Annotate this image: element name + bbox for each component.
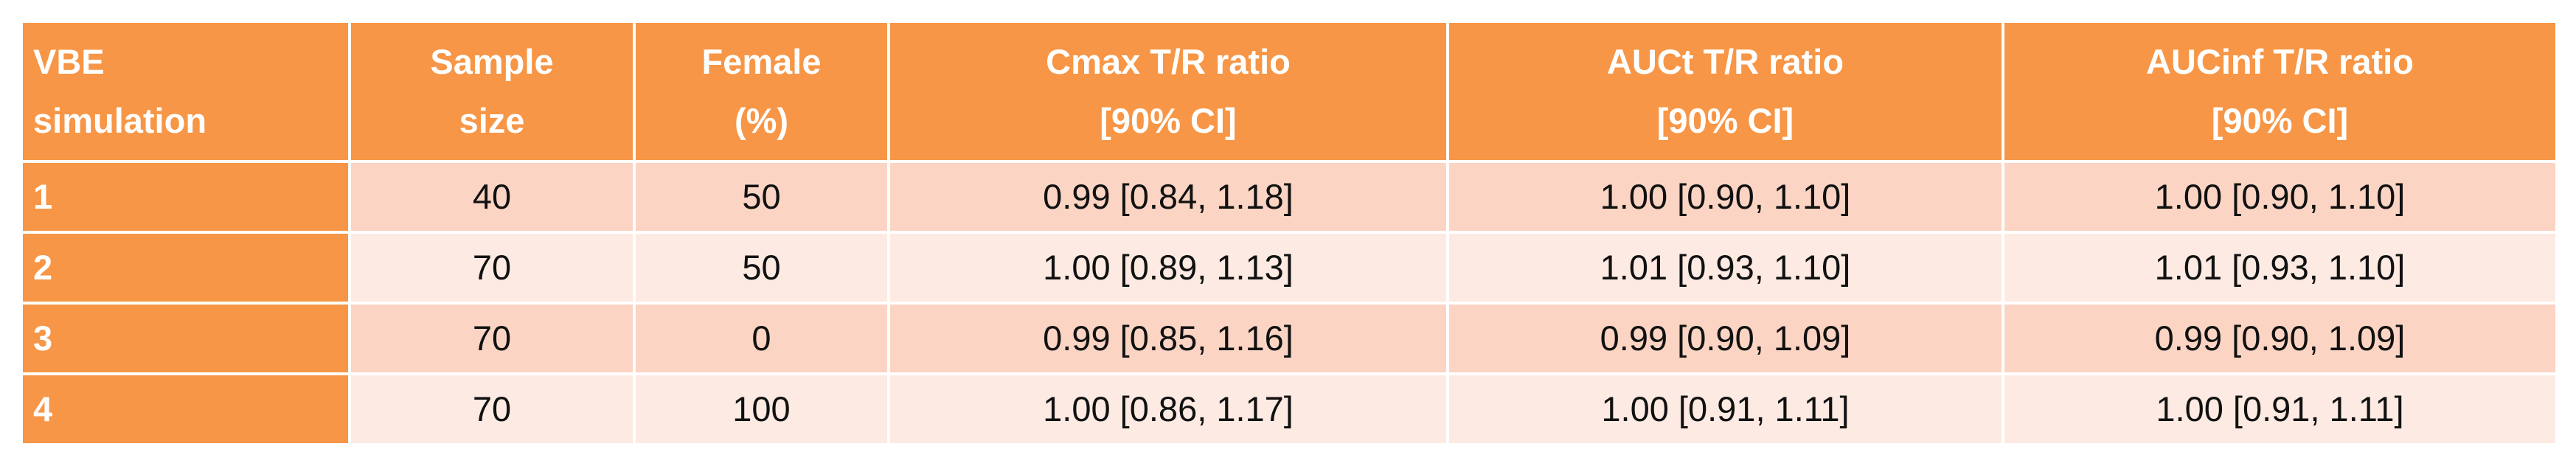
header-text: VBE bbox=[33, 42, 105, 81]
table-row: 2 70 50 1.00 [0.89, 1.13] 1.01 [0.93, 1.10] 1… bbox=[20, 231, 2558, 305]
table-cell: 70 bbox=[348, 231, 636, 305]
header-cell: Sample size bbox=[348, 20, 636, 163]
cell-text: 50 bbox=[742, 177, 781, 216]
row-label: 3 bbox=[20, 302, 351, 375]
header-text: AUCt T/R ratio bbox=[1606, 42, 1844, 81]
table-cell: 100 bbox=[633, 372, 890, 446]
header-text: [90% CI] bbox=[1100, 101, 1237, 140]
cell-text: 0 bbox=[751, 319, 771, 358]
results-table: VBE simulation Sample size Female (%) Cmax T/R… bbox=[20, 20, 2558, 446]
header-cell: AUCinf T/R ratio [90% CI] bbox=[2002, 20, 2558, 163]
header-cell: Female (%) bbox=[633, 20, 890, 163]
cell-text: 0.99 [0.90, 1.09] bbox=[1600, 319, 1851, 358]
table-cell: 1.01 [0.93, 1.10] bbox=[1446, 231, 2004, 305]
cell-text: 70 bbox=[472, 248, 512, 287]
cell-text: 1.01 [0.93, 1.10] bbox=[1600, 248, 1851, 287]
header-text: Sample bbox=[430, 42, 554, 81]
table-row: 4 70 100 1.00 [0.86, 1.17] 1.00 [0.91, 1.11]… bbox=[20, 372, 2558, 446]
cell-text: 1.00 [0.91, 1.11] bbox=[2156, 389, 2404, 428]
header-text: (%) bbox=[734, 101, 789, 140]
cell-text: 50 bbox=[742, 248, 781, 287]
table-cell: 50 bbox=[633, 160, 890, 234]
table-cell: 1.00 [0.89, 1.13] bbox=[887, 231, 1449, 305]
cell-text: 0.99 [0.85, 1.16] bbox=[1043, 319, 1294, 358]
cell-text: 1.00 [0.90, 1.10] bbox=[2154, 177, 2406, 216]
table-cell: 1.00 [0.90, 1.10] bbox=[1446, 160, 2004, 234]
table-cell: 1.00 [0.90, 1.10] bbox=[2002, 160, 2558, 234]
cell-text: 0.99 [0.90, 1.09] bbox=[2154, 319, 2406, 358]
cell-text: 70 bbox=[472, 319, 512, 358]
table-cell: 0.99 [0.90, 1.09] bbox=[1446, 302, 2004, 375]
header-text: [90% CI] bbox=[1656, 101, 1794, 140]
table-cell: 0 bbox=[633, 302, 890, 375]
table-cell: 50 bbox=[633, 231, 890, 305]
cell-text: 1.00 [0.90, 1.10] bbox=[1600, 177, 1851, 216]
table-cell: 0.99 [0.84, 1.18] bbox=[887, 160, 1449, 234]
table-cell: 70 bbox=[348, 372, 636, 446]
table-row: 1 40 50 0.99 [0.84, 1.18] 1.00 [0.90, 1.10] 1… bbox=[20, 160, 2558, 234]
header-cell: VBE simulation bbox=[20, 20, 351, 163]
table-cell: 40 bbox=[348, 160, 636, 234]
header-row: VBE simulation Sample size Female (%) Cmax T/R… bbox=[20, 20, 2558, 163]
table-cell: 70 bbox=[348, 302, 636, 375]
cell-text: 1.01 [0.93, 1.10] bbox=[2154, 248, 2406, 287]
table-cell: 1.00 [0.91, 1.11] bbox=[2002, 372, 2558, 446]
table-header: VBE simulation Sample size Female (%) Cmax T/R… bbox=[20, 20, 2558, 163]
cell-text: 40 bbox=[472, 177, 512, 216]
cell-text: 100 bbox=[732, 389, 791, 428]
cell-text: 2 bbox=[33, 248, 53, 287]
table-cell: 1.00 [0.91, 1.11] bbox=[1446, 372, 2004, 446]
header-text: [90% CI] bbox=[2211, 101, 2349, 140]
header-text: Cmax T/R ratio bbox=[1046, 42, 1291, 81]
header-text: Female bbox=[701, 42, 822, 81]
header-text: size bbox=[459, 101, 525, 140]
header-text: AUCinf T/R ratio bbox=[2146, 42, 2414, 81]
row-label: 4 bbox=[20, 372, 351, 446]
cell-text: 3 bbox=[33, 319, 53, 358]
cell-text: 1.00 [0.86, 1.17] bbox=[1043, 389, 1294, 428]
cell-text: 70 bbox=[472, 389, 512, 428]
table-cell: 0.99 [0.90, 1.09] bbox=[2002, 302, 2558, 375]
header-cell: Cmax T/R ratio [90% CI] bbox=[887, 20, 1449, 163]
cell-text: 1.00 [0.89, 1.13] bbox=[1043, 248, 1294, 287]
table-cell: 1.01 [0.93, 1.10] bbox=[2002, 231, 2558, 305]
table-cell: 0.99 [0.85, 1.16] bbox=[887, 302, 1449, 375]
table-row: 3 70 0 0.99 [0.85, 1.16] 0.99 [0.90, 1.09] 0.… bbox=[20, 302, 2558, 375]
cell-text: 1 bbox=[33, 177, 53, 216]
header-text: simulation bbox=[33, 101, 207, 140]
table-cell: 1.00 [0.86, 1.17] bbox=[887, 372, 1449, 446]
cell-text: 4 bbox=[33, 389, 53, 428]
row-label: 1 bbox=[20, 160, 351, 234]
header-cell: AUCt T/R ratio [90% CI] bbox=[1446, 20, 2004, 163]
cell-text: 1.00 [0.91, 1.11] bbox=[1601, 389, 1850, 428]
table-body: 1 40 50 0.99 [0.84, 1.18] 1.00 [0.90, 1.10] 1… bbox=[20, 160, 2558, 446]
row-label: 2 bbox=[20, 231, 351, 305]
cell-text: 0.99 [0.84, 1.18] bbox=[1043, 177, 1294, 216]
